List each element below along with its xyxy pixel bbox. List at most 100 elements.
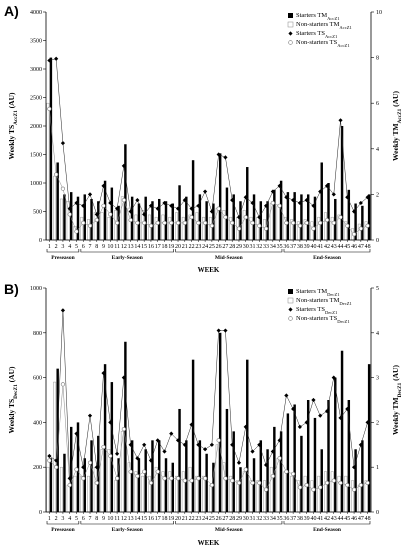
non-starters-ts-point <box>60 382 66 387</box>
starters-ts-point <box>189 206 194 211</box>
non-starters-ts-point <box>67 483 72 488</box>
non-starters-tm-bar <box>296 480 300 513</box>
starters-tm-bar <box>124 341 127 512</box>
x-tick-label: 21 <box>182 244 188 250</box>
y-tick-label-left: 400 <box>33 420 42 426</box>
non-starters-ts-point <box>74 229 79 234</box>
starters-tm-bar <box>171 462 174 512</box>
non-starters-ts-point <box>128 217 133 223</box>
x-tick-label: 19 <box>168 244 174 250</box>
starters-ts-point <box>318 413 323 418</box>
y-tick-label-left: 3500 <box>30 39 42 45</box>
starters-tm-bar <box>103 180 107 240</box>
x-tick-label: 33 <box>263 244 269 250</box>
x-tick-label: 29 <box>236 516 242 522</box>
non-starters-ts-point <box>365 480 370 485</box>
panel-label: A) <box>4 3 19 19</box>
non-starters-tm-bar <box>114 480 118 513</box>
starters-ts-point <box>216 152 221 157</box>
x-tick-label: 39 <box>304 244 310 250</box>
starters-ts-point <box>263 203 269 208</box>
starters-ts-point <box>81 203 86 208</box>
non-starters-ts-point <box>81 476 86 481</box>
starters-ts-point <box>189 422 194 427</box>
starters-tm-bar <box>124 144 127 240</box>
starters-tm-bar <box>300 194 303 240</box>
starters-tm-bar <box>151 201 154 240</box>
non-starters-ts-point <box>291 471 296 477</box>
non-starters-ts-point <box>351 487 357 492</box>
phase-bracket <box>283 521 371 525</box>
starters-ts-point <box>135 456 140 461</box>
starters-tm-bar <box>212 462 215 512</box>
starters-ts-point <box>324 183 330 188</box>
non-starters-tm-bar <box>107 449 111 513</box>
starters-ts-point <box>243 424 248 429</box>
starters-tm-bar <box>151 440 154 512</box>
y-tick-label-left: 1000 <box>30 286 42 292</box>
starters-tm-bar <box>164 458 168 512</box>
starters-tm-bar <box>232 194 235 240</box>
starters-ts-point <box>345 406 350 412</box>
non-starters-tm-bar <box>59 198 63 241</box>
y-tick-label-right: 0 <box>376 510 379 516</box>
non-starters-ts-point <box>203 220 208 225</box>
starters-ts-point <box>230 198 235 203</box>
non-starters-ts-point <box>182 220 187 225</box>
x-tick-label: 46 <box>351 516 357 522</box>
starters-ts-point <box>351 209 357 214</box>
non-starters-ts-point <box>351 232 357 237</box>
x-tick-label: 46 <box>351 244 357 250</box>
starters-ts-point <box>291 198 296 203</box>
x-tick-label: 18 <box>161 244 167 250</box>
x-tick-label: 4 <box>68 244 71 250</box>
legend-label: Non-starters TSAccZ1 <box>296 39 350 48</box>
x-axis-title: WEEK <box>198 539 220 547</box>
y-tick-label-right: 1 <box>376 465 379 471</box>
y-tick-label-left: 1500 <box>30 153 42 159</box>
starters-ts-point <box>47 58 52 63</box>
starters-tm-bar <box>49 458 53 512</box>
y-tick-label-right: 4 <box>376 331 379 337</box>
starters-tm-bar <box>218 332 222 512</box>
starters-tm-bar <box>110 382 114 512</box>
starters-ts-point <box>203 447 208 452</box>
non-starters-ts-point <box>297 223 303 228</box>
starters-tm-bar <box>90 198 93 240</box>
starters-tm-bar <box>130 440 134 512</box>
y-tick-label-left: 4000 <box>30 10 42 16</box>
x-tick-label: 16 <box>148 516 154 522</box>
x-tick-label: 45 <box>344 244 350 250</box>
non-starters-ts-point <box>365 223 370 228</box>
starters-tm-bar <box>266 201 269 240</box>
non-starters-tm-bar <box>283 471 287 513</box>
non-starters-ts-point <box>223 476 228 481</box>
starters-tm-bar <box>63 194 66 240</box>
y-tick-label-left: 500 <box>33 210 42 216</box>
y-tick-label-right: 2 <box>376 192 379 198</box>
starters-ts-point <box>60 141 66 146</box>
starters-ts-point <box>277 183 282 188</box>
non-starters-ts-point <box>114 220 120 225</box>
non-starters-tm-bar <box>202 216 206 241</box>
starters-ts-point <box>324 409 330 414</box>
starters-tm-bar <box>354 203 357 240</box>
starters-tm-bar <box>286 413 290 512</box>
starters-ts-point <box>196 203 201 208</box>
non-starters-ts-point <box>175 476 181 481</box>
non-starters-tm-bar <box>93 212 97 241</box>
non-starters-ts-point <box>47 458 52 463</box>
y-axis-title-left: Weekly TSDecZ1 (AU) <box>7 366 19 433</box>
starters-ts-point <box>284 393 289 398</box>
starters-tm-bar <box>347 400 351 512</box>
starters-tm-bar <box>103 364 107 512</box>
starters-ts-line <box>49 310 368 479</box>
starters-tm-bar <box>76 422 80 512</box>
starters-ts-point <box>331 375 336 380</box>
starters-ts-point <box>365 195 370 200</box>
non-starters-ts-point <box>297 485 303 490</box>
x-axis-title: WEEK <box>198 266 220 274</box>
non-starters-ts-point <box>338 480 343 485</box>
non-starters-ts-point <box>101 444 106 450</box>
non-starters-ts-point <box>311 487 316 492</box>
